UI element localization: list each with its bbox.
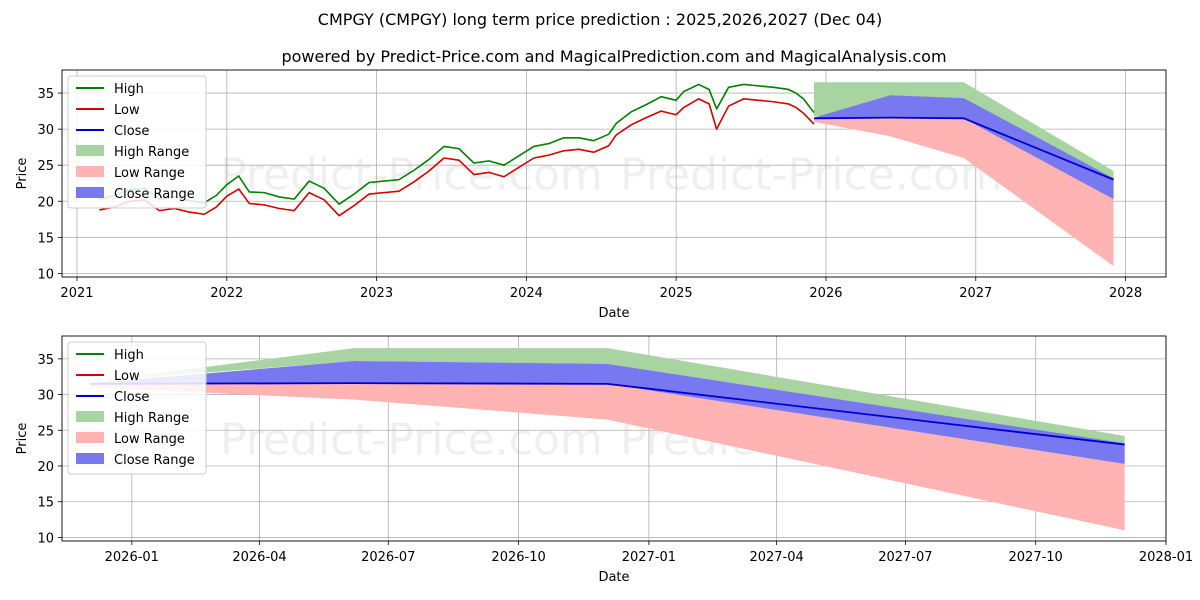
y-tick-label: 30 [37,389,54,404]
y-axis-label: Price [15,158,30,190]
legend-swatch-patch [76,166,104,177]
chart-title: CMPGY (CMPGY) long term price prediction… [318,10,882,29]
y-tick-label: 20 [37,195,54,210]
x-tick-label: 2024 [510,286,543,301]
x-tick-label: 2027-01 [622,550,676,565]
legend-swatch-patch [76,145,104,156]
legend-entry: Close [114,124,149,139]
y-tick-label: 25 [37,424,54,439]
x-tick-label: 2027-07 [878,550,932,565]
close-forecast-line [90,382,1125,446]
plot-frame [61,69,1167,278]
y-tick-label: 15 [37,231,54,246]
x-tick-label: 2022 [210,286,243,301]
close-range-band [90,361,1125,464]
high-series-line [99,83,815,205]
x-tick-label: 2027 [959,286,992,301]
x-tick-label: 2026-04 [232,550,286,565]
y-tick-label: 20 [37,460,54,475]
x-axis-label: Date [598,306,629,321]
x-tick-label: 2026-10 [491,550,545,565]
panel-top: Predict-Price.com Predict-Price.com 2021 20… [15,69,1167,321]
legend-entry: High Range [114,145,189,160]
x-tick-label: 2028 [1109,286,1142,301]
y-tick-label: 35 [37,353,54,368]
x-tick-label: 2023 [360,286,393,301]
x-tick-label: 2026 [809,286,842,301]
legend-entry: High Range [114,411,189,426]
legend-entry: Close [114,390,149,405]
legend-entry: Close Range [114,187,195,202]
plot-frame [61,335,1167,542]
x-tick-label: 2026-07 [361,550,415,565]
y-tick-label: 25 [37,159,54,174]
x-tick-label: 2027-04 [749,550,803,565]
y-tick-label: 10 [37,267,54,282]
legend-entry: Low Range [114,166,185,181]
x-tick-label: 2026-01 [105,550,159,565]
close-forecast-line [813,116,1114,181]
legend-entry: High [114,82,144,97]
y-axis-label: Price [15,423,30,455]
x-tick-label: 2027-10 [1009,550,1063,565]
legend-swatch-patch [76,411,104,422]
x-tick-label: 2025 [660,286,693,301]
y-tick-label: 30 [37,123,54,138]
chart-subtitle: powered by Predict-Price.com and Magical… [281,47,946,66]
legend-swatch-patch [76,453,104,464]
watermark-text: Predict-Price.com [220,415,603,466]
y-tick-label: 35 [37,87,54,102]
legend-swatch-patch [76,432,104,443]
legend-entry: Low [114,103,140,118]
legend-entry: Close Range [114,453,195,468]
legend-entry: Low Range [114,432,185,447]
legend: High Low Close High Range Low Range Close Ran… [67,341,207,475]
y-tick-label: 10 [37,531,54,546]
legend-entry: Low [114,369,140,384]
legend-swatch-patch [76,187,104,198]
x-tick-label: 2028-01 [1139,550,1193,565]
x-axis-label: Date [598,570,629,585]
close-range-band [813,95,1114,200]
y-tick-label: 15 [37,496,54,511]
legend: High Low Close High Range Low Range Close Ran… [67,75,207,209]
x-tick-label: 2021 [60,286,93,301]
panel-bottom: Predict-Price.comPredict-Price.com2026-0… [15,335,1193,585]
watermark-text: Predict-Price.com [620,150,1003,201]
watermark-text: Predict-Price.com [220,150,603,201]
legend-entry: High [114,348,144,363]
low-series-line [99,98,815,217]
